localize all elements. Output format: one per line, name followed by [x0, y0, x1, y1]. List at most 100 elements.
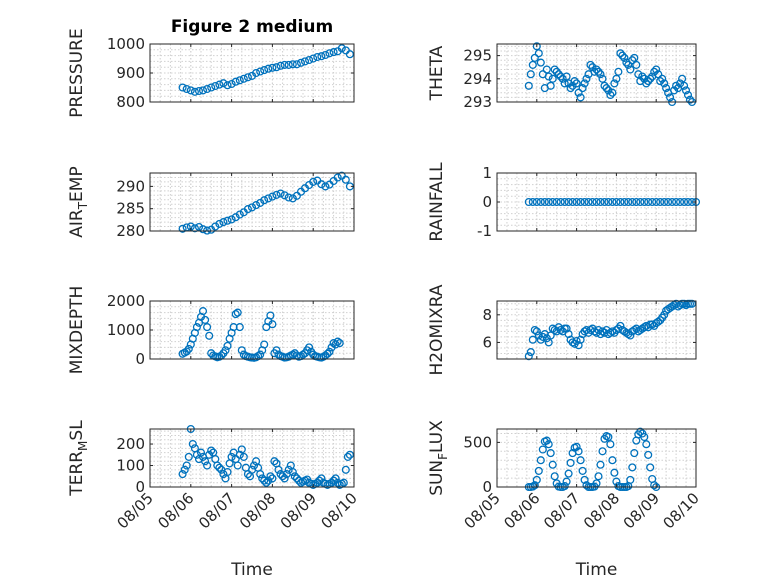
data-point	[329, 339, 338, 348]
data-point	[532, 197, 541, 207]
y-tick-label: 0	[482, 193, 492, 211]
data-point	[548, 74, 557, 83]
data-point	[247, 203, 257, 212]
data-point	[190, 87, 199, 96]
data-point	[335, 339, 344, 348]
data-point	[188, 439, 197, 449]
y-tick-label: 0	[482, 478, 492, 496]
data-point	[594, 67, 603, 76]
data-point	[219, 218, 228, 227]
data-point	[198, 86, 208, 95]
data-series	[178, 44, 354, 96]
data-point	[680, 197, 689, 207]
data-point	[672, 197, 681, 207]
axes-box	[496, 43, 697, 103]
y-axis-label: THETA	[427, 45, 447, 101]
y-tick-label: 1000	[107, 35, 145, 53]
data-point	[276, 189, 285, 198]
data-point	[564, 197, 573, 207]
data-point	[532, 327, 541, 336]
y-tick-label: 0	[135, 478, 145, 496]
data-point	[284, 60, 293, 69]
data-point	[550, 65, 559, 74]
data-point	[546, 81, 555, 90]
data-point	[215, 80, 224, 89]
data-point	[592, 197, 601, 207]
data-point	[194, 222, 204, 232]
data-point	[636, 197, 645, 207]
data-point	[280, 191, 289, 200]
data-point	[554, 70, 563, 79]
data-point	[264, 476, 273, 485]
data-point	[654, 317, 663, 326]
data-point	[345, 50, 354, 59]
data-point	[660, 197, 669, 207]
data-point	[572, 442, 581, 451]
data-series	[178, 307, 344, 362]
y-axis-label-part: SUN	[427, 460, 447, 496]
data-point	[560, 197, 569, 207]
data-point	[227, 79, 236, 89]
data-point	[345, 450, 354, 459]
data-series	[178, 171, 354, 235]
data-point	[556, 72, 565, 81]
x-tick-label: 08/08	[580, 489, 623, 532]
data-point	[680, 81, 689, 90]
data-point	[213, 461, 222, 470]
data-point	[237, 346, 246, 355]
data-point	[681, 86, 691, 95]
data-point	[666, 93, 675, 102]
data-point	[309, 54, 318, 63]
data-point	[317, 52, 326, 61]
data-point	[337, 44, 346, 53]
data-point	[317, 474, 326, 483]
data-point	[556, 325, 565, 335]
subplot-6: 6 8 H2OMIXRA	[427, 284, 697, 376]
data-point	[632, 197, 641, 207]
x-tick-label: 08/10	[660, 489, 703, 532]
data-point	[568, 197, 577, 207]
data-point	[221, 346, 230, 355]
data-point	[642, 321, 651, 330]
data-point	[608, 456, 617, 465]
data-point	[580, 197, 589, 207]
x-tick-label: 08/06	[500, 489, 543, 532]
data-point	[604, 197, 613, 207]
data-point	[683, 90, 693, 100]
x-tick-label: 08/10	[318, 489, 361, 532]
data-point	[550, 472, 559, 481]
data-point	[604, 86, 613, 95]
subplot-2: 293 294 295 THETA	[427, 42, 697, 111]
data-point	[223, 467, 232, 477]
data-point	[235, 76, 244, 85]
data-point	[524, 352, 533, 361]
data-point	[574, 341, 583, 350]
data-point	[305, 55, 314, 65]
data-point	[534, 49, 543, 58]
data-point	[640, 432, 649, 442]
data-point	[530, 481, 539, 490]
data-point	[194, 86, 204, 96]
data-point	[235, 210, 244, 219]
data-point	[288, 467, 297, 477]
data-point	[578, 84, 587, 93]
data-point	[616, 321, 625, 330]
data-point	[624, 60, 633, 69]
data-point	[660, 79, 669, 88]
data-point	[215, 219, 224, 228]
data-point	[184, 452, 193, 461]
data-point	[532, 475, 541, 484]
data-point	[650, 67, 659, 76]
data-point	[235, 323, 244, 332]
y-tick-label: 8	[482, 306, 492, 324]
data-point	[198, 225, 208, 234]
data-point	[237, 445, 246, 454]
data-point	[243, 73, 252, 82]
data-point	[284, 193, 293, 202]
data-point	[652, 197, 661, 207]
data-point	[632, 60, 641, 69]
data-point	[268, 63, 277, 72]
data-point	[276, 61, 285, 70]
data-point	[546, 449, 555, 458]
axes-box	[496, 428, 697, 488]
